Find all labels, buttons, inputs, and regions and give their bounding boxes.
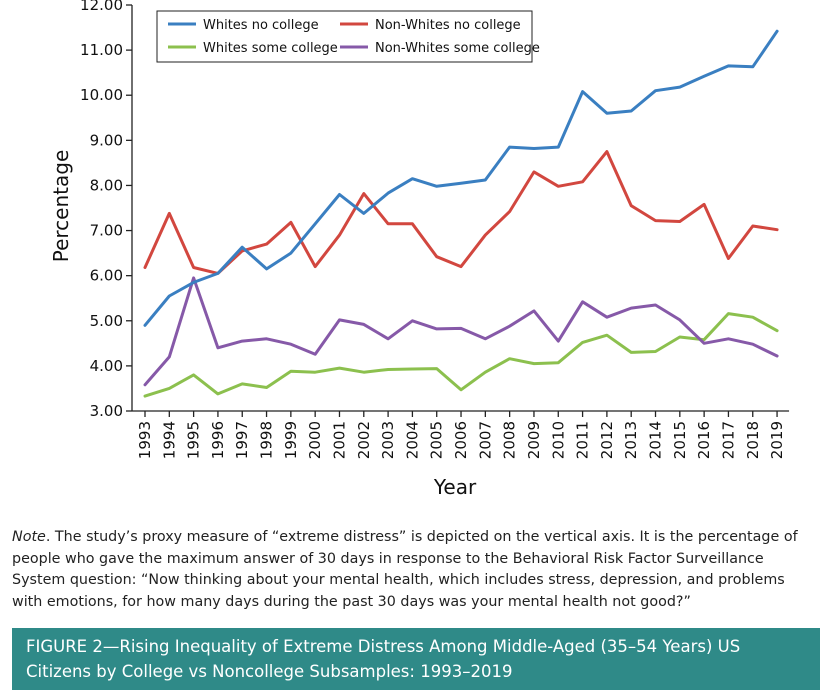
series-line-whites-some-college [143,312,779,398]
series-line-non-whites-no-college [143,150,779,275]
figure-note: Note. The study’s proxy measure of “extr… [12,527,817,613]
x-tick-label: 1997 [233,421,251,459]
x-tick-label: 2000 [306,421,324,459]
y-axis: 3.00 4.00 5.00 6.00 7.00 8.00 9.00 10.00 11.00 12… [80,0,133,420]
legend: Whites no college Non-Whites no college Wh… [156,10,540,63]
series-line-whites-no-college [143,29,779,327]
x-tick-label: 2019 [768,421,786,459]
x-tick-label: 2014 [647,421,665,459]
series-line-non-whites-some-college [143,276,779,387]
legend-label: Non-Whites no college [375,18,521,33]
x-tick-label: 2018 [744,421,762,459]
series-lines [143,29,779,398]
x-tick-label: 2010 [549,421,567,459]
legend-label: Whites some college [203,41,338,56]
x-tick-label: 2017 [719,421,737,459]
y-tick-label: 8.00 [90,176,123,194]
x-tick-label: 2001 [330,421,348,459]
x-tick-label: 1994 [160,421,178,459]
x-tick-label: 1996 [209,421,227,459]
x-tick-label: 2003 [379,421,397,459]
x-tick-label: 2004 [403,421,421,459]
x-tick-label: 2005 [428,421,446,459]
x-tick-label: 2011 [574,421,592,459]
y-axis-title: Percentage [49,150,73,263]
x-tick-label: 1993 [136,421,154,459]
legend-box [156,10,533,63]
legend-label: Non-Whites some college [375,41,540,56]
y-tick-label: 5.00 [90,312,123,330]
y-tick-label: 3.00 [90,402,123,420]
x-tick-label: 1998 [258,421,276,459]
x-tick-label: 1995 [185,421,203,459]
x-tick-label: 2007 [476,421,494,459]
x-tick-label: 2006 [452,421,470,459]
x-tick-label: 2015 [671,421,689,459]
legend-label: Whites no college [203,18,319,33]
y-tick-label: 7.00 [90,222,123,240]
x-tick-label: 2013 [622,421,640,459]
line-chart: 3.00 4.00 5.00 6.00 7.00 8.00 9.00 10.00 11.00 12… [49,0,790,499]
x-tick-label: 2012 [598,421,616,459]
x-tick-label: 2008 [501,421,519,459]
x-tick-label: 2016 [695,421,713,459]
y-tick-label: 4.00 [90,357,123,375]
note-label: Note [12,529,46,545]
y-tick-label: 12.00 [80,0,123,14]
x-tick-label: 1999 [282,421,300,459]
note-text: . The study’s proxy measure of “extreme … [12,529,798,610]
figure-caption: FIGURE 2—Rising Inequality of Extreme Di… [12,628,820,690]
y-tick-label: 10.00 [80,86,123,104]
y-tick-label: 9.00 [90,131,123,149]
x-tick-label: 2002 [355,421,373,459]
x-tick-label: 2009 [525,421,543,459]
x-axis-title: Year [433,475,477,499]
x-axis: 1993 1994 1995 1996 1997 1998 1999 2000 2001 2002… [132,410,790,459]
y-tick-label: 6.00 [90,267,123,285]
y-tick-label: 11.00 [80,41,123,59]
